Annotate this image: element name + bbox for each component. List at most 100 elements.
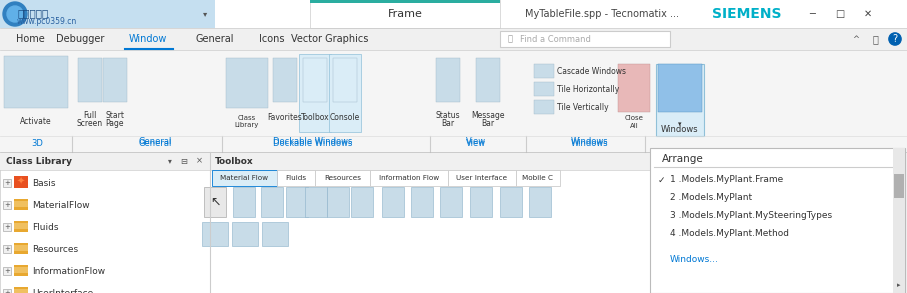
- Text: InformationFlow: InformationFlow: [32, 267, 105, 275]
- Bar: [894, 174, 904, 198]
- Bar: [14, 221, 28, 232]
- Text: UserInterface: UserInterface: [32, 289, 93, 293]
- Text: General: General: [196, 34, 234, 44]
- Bar: [210, 152, 850, 170]
- Text: Material Flow: Material Flow: [220, 175, 268, 181]
- Text: 1 .Models.MyPlant.Frame: 1 .Models.MyPlant.Frame: [670, 176, 784, 185]
- Text: General: General: [138, 137, 171, 146]
- Bar: [2, 66, 70, 150]
- Bar: [327, 187, 349, 217]
- Text: Windows: Windows: [571, 139, 609, 149]
- Bar: [333, 58, 357, 102]
- Bar: [476, 58, 500, 102]
- Text: Status: Status: [435, 112, 461, 120]
- Text: Bar: Bar: [442, 118, 454, 127]
- Bar: [0, 152, 210, 170]
- Bar: [78, 58, 102, 102]
- Text: Window: Window: [129, 34, 167, 44]
- Bar: [204, 187, 226, 217]
- Text: Frame: Frame: [387, 9, 423, 19]
- Text: Find a Command: Find a Command: [520, 35, 590, 43]
- Bar: [650, 148, 905, 293]
- Text: Favorites: Favorites: [268, 113, 302, 122]
- Bar: [305, 187, 327, 217]
- Bar: [616, 64, 652, 134]
- Text: ✕: ✕: [864, 9, 872, 19]
- Bar: [516, 170, 560, 186]
- Text: ✦: ✦: [17, 177, 25, 187]
- Bar: [299, 54, 331, 132]
- Text: +: +: [4, 290, 10, 293]
- Text: ▸: ▸: [897, 282, 901, 288]
- Text: View: View: [466, 137, 486, 146]
- Bar: [233, 187, 255, 217]
- Bar: [472, 54, 504, 132]
- Text: 2 .Models.MyPlant: 2 .Models.MyPlant: [670, 193, 752, 202]
- Bar: [226, 58, 268, 108]
- Text: Class Library: Class Library: [6, 156, 72, 166]
- Text: ▾: ▾: [678, 121, 682, 127]
- Text: View: View: [466, 139, 486, 149]
- Bar: [14, 267, 28, 273]
- Bar: [103, 58, 127, 102]
- Text: ↖: ↖: [210, 195, 220, 209]
- Bar: [224, 64, 270, 136]
- Bar: [0, 0, 215, 28]
- Text: 3D: 3D: [31, 139, 43, 149]
- Text: ×: ×: [892, 153, 902, 163]
- Bar: [210, 152, 850, 293]
- Text: 🔍: 🔍: [508, 35, 513, 43]
- Bar: [500, 187, 522, 217]
- Bar: [4, 56, 68, 108]
- Text: 3 .Models.MyPlant.MySteeringTypes: 3 .Models.MyPlant.MySteeringTypes: [670, 212, 832, 221]
- Bar: [14, 176, 28, 188]
- Text: +: +: [4, 268, 10, 274]
- Text: Basis: Basis: [32, 178, 55, 188]
- Text: User Interface: User Interface: [456, 175, 508, 181]
- Bar: [470, 187, 492, 217]
- Bar: [440, 187, 462, 217]
- Bar: [269, 54, 301, 132]
- Bar: [534, 100, 554, 114]
- Bar: [14, 289, 28, 293]
- Bar: [0, 0, 907, 28]
- Text: Console: Console: [330, 113, 360, 122]
- Bar: [3, 289, 11, 293]
- Text: Arrange: Arrange: [662, 154, 704, 164]
- Text: Start: Start: [105, 112, 124, 120]
- Text: Information Flow: Information Flow: [379, 175, 439, 181]
- Text: ✓: ✓: [658, 176, 666, 185]
- Bar: [310, 0, 500, 3]
- Bar: [277, 170, 315, 186]
- Text: ⊟: ⊟: [180, 156, 187, 166]
- Bar: [370, 170, 448, 186]
- Bar: [3, 201, 11, 209]
- Bar: [74, 54, 106, 132]
- Text: +: +: [4, 224, 10, 230]
- Text: 4 .Models.MyPlant.Method: 4 .Models.MyPlant.Method: [670, 229, 789, 239]
- Text: 河乐软件园: 河乐软件园: [17, 8, 48, 18]
- Bar: [0, 152, 210, 293]
- Bar: [99, 54, 131, 132]
- Text: Tile Vertically: Tile Vertically: [557, 103, 609, 113]
- Text: ^: ^: [853, 35, 860, 43]
- Text: Icons: Icons: [259, 34, 285, 44]
- Text: Dockable Windows: Dockable Windows: [273, 137, 353, 146]
- Bar: [658, 64, 702, 112]
- Text: Mobile C: Mobile C: [522, 175, 553, 181]
- Bar: [232, 222, 258, 246]
- Text: Tile Horizontally: Tile Horizontally: [557, 86, 619, 95]
- Bar: [529, 187, 551, 217]
- Text: Windows: Windows: [661, 125, 698, 134]
- Text: MaterialFlow: MaterialFlow: [32, 200, 90, 209]
- Text: Resources: Resources: [32, 244, 78, 253]
- Text: Windows: Windows: [571, 137, 609, 146]
- Bar: [534, 64, 554, 78]
- Bar: [432, 54, 464, 132]
- Bar: [14, 201, 28, 207]
- Bar: [329, 54, 361, 132]
- Text: +: +: [4, 180, 10, 186]
- Bar: [448, 170, 516, 186]
- Bar: [500, 31, 670, 47]
- Text: Fluids: Fluids: [32, 222, 58, 231]
